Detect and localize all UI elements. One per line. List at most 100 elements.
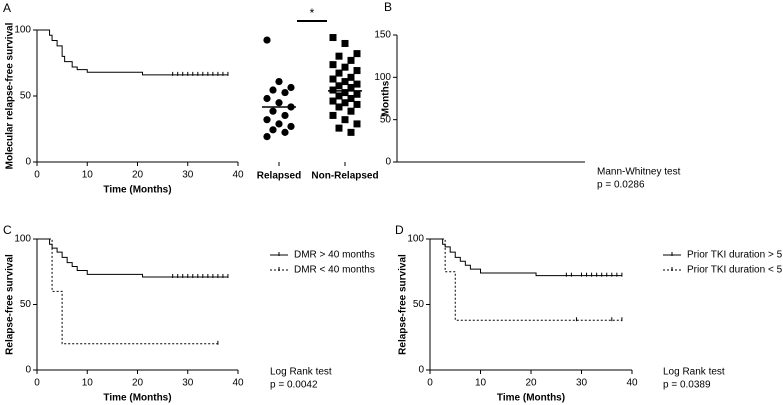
data-point xyxy=(329,61,337,69)
data-point xyxy=(353,90,361,98)
y-axis-label: Relapse-free survival xyxy=(5,254,16,355)
data-point xyxy=(329,34,337,42)
panel-label: A xyxy=(3,1,11,15)
data-point xyxy=(269,86,277,94)
data-point xyxy=(269,126,277,134)
data-point xyxy=(263,36,271,44)
data-point xyxy=(335,124,343,132)
data-point xyxy=(263,94,271,103)
x-tick-label: 20 xyxy=(132,378,144,389)
annotation: Mann-Whitney test xyxy=(597,167,681,178)
data-point xyxy=(263,133,271,141)
y-tick-label: 50 xyxy=(413,299,425,310)
survival-curve xyxy=(37,238,228,278)
y-tick-label: 50 xyxy=(380,114,392,125)
data-point xyxy=(353,100,361,108)
y-tick-label: 100 xyxy=(14,25,31,36)
annotation: Log Rank test xyxy=(270,367,332,378)
x-tick-label: 40 xyxy=(626,378,638,389)
y-tick-label: 50 xyxy=(20,91,32,102)
legend-label: Prior TKI duration < 5.8 years xyxy=(687,265,783,276)
legend-label: DMR > 40 months xyxy=(294,250,375,261)
data-point xyxy=(335,69,343,77)
data-point xyxy=(329,86,337,94)
x-tick-label: 20 xyxy=(132,170,144,181)
x-tick-label: 0 xyxy=(427,378,433,389)
data-point xyxy=(341,116,349,124)
data-point xyxy=(353,50,361,58)
data-point xyxy=(347,107,355,115)
data-point xyxy=(329,75,337,83)
data-point xyxy=(341,99,349,107)
data-point xyxy=(347,73,355,81)
x-tick-label: 40 xyxy=(232,378,244,389)
x-tick-label: 30 xyxy=(182,170,194,181)
data-point xyxy=(275,77,283,86)
x-axis-label: Time (Months) xyxy=(103,185,171,196)
x-tick-label: 30 xyxy=(182,378,194,389)
y-tick-label: 100 xyxy=(14,234,31,245)
data-point xyxy=(287,122,295,131)
data-point xyxy=(341,89,349,97)
x-tick-label: 0 xyxy=(34,170,40,181)
survival-curve xyxy=(37,29,228,76)
data-point xyxy=(347,95,355,102)
annotation: p = 0.0389 xyxy=(663,380,711,391)
data-point xyxy=(335,103,343,111)
data-point xyxy=(353,67,361,75)
panel-label: B xyxy=(384,0,392,14)
x-tick-label: 10 xyxy=(475,378,487,389)
data-point xyxy=(287,83,295,92)
y-tick-label: 0 xyxy=(25,365,31,376)
x-tick-label: 10 xyxy=(82,378,94,389)
x-axis-label: Time (Months) xyxy=(497,393,565,404)
x-tick-label: 30 xyxy=(576,378,588,389)
data-point xyxy=(335,82,343,90)
legend-label: Prior TKI duration > 5.8 years xyxy=(687,250,783,261)
data-point xyxy=(281,111,289,120)
x-axis-label: Time (Months) xyxy=(103,393,171,404)
y-tick-label: 50 xyxy=(20,299,32,310)
y-tick-label: 0 xyxy=(25,157,31,168)
significance-mark: * xyxy=(310,6,315,20)
data-point xyxy=(329,97,337,105)
panel-label: D xyxy=(395,223,404,237)
y-axis-label: Months xyxy=(381,80,392,116)
y-tick-label: 100 xyxy=(407,234,424,245)
panel-label: C xyxy=(3,223,12,237)
x-tick-label: Relapsed xyxy=(257,171,301,182)
survival-curve xyxy=(37,238,218,345)
data-point xyxy=(341,63,349,71)
data-point xyxy=(329,111,337,119)
data-point xyxy=(347,56,355,64)
x-tick-label: 20 xyxy=(525,378,537,389)
y-tick-label: 100 xyxy=(374,72,391,83)
x-tick-label: 0 xyxy=(34,378,40,389)
data-point xyxy=(335,52,343,60)
y-tick-label: 0 xyxy=(418,365,424,376)
x-tick-label: Non-Relapsed xyxy=(311,171,378,182)
data-point xyxy=(347,83,355,91)
data-point xyxy=(269,107,277,115)
x-tick-label: 40 xyxy=(232,170,244,181)
x-tick-label: 10 xyxy=(82,170,94,181)
y-axis-label: Molecular relapse-free survival xyxy=(5,22,16,169)
y-tick-label: 150 xyxy=(374,30,391,41)
data-point xyxy=(281,128,289,136)
data-point xyxy=(275,99,283,107)
survival-curve xyxy=(430,238,622,277)
y-tick-label: 0 xyxy=(385,157,391,168)
annotation: p = 0.0286 xyxy=(597,180,645,191)
data-point xyxy=(347,128,355,136)
data-point xyxy=(353,80,361,88)
data-point xyxy=(263,116,271,124)
annotation: Log Rank test xyxy=(663,367,725,378)
survival-curve xyxy=(430,238,622,321)
data-point xyxy=(281,88,289,97)
data-point xyxy=(341,78,349,86)
annotation: p = 0.0042 xyxy=(270,380,318,391)
data-point xyxy=(335,92,343,100)
data-point xyxy=(353,120,361,128)
data-point xyxy=(275,120,283,128)
